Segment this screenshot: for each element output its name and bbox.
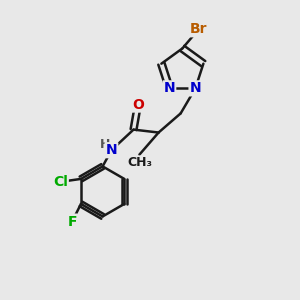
Text: Cl: Cl (53, 175, 68, 189)
Text: N: N (164, 81, 175, 95)
Text: Br: Br (190, 22, 207, 36)
Text: N: N (106, 143, 117, 157)
Text: CH₃: CH₃ (127, 156, 152, 169)
Text: O: O (132, 98, 144, 112)
Text: F: F (68, 214, 77, 229)
Text: H: H (100, 138, 110, 152)
Text: N: N (190, 81, 201, 95)
